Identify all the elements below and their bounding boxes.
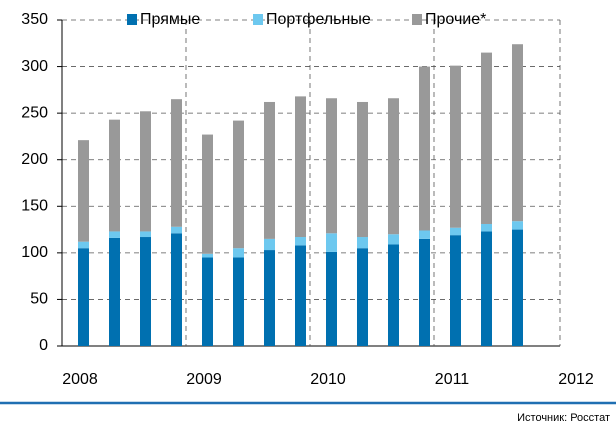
x-tick-label: 2011: [435, 371, 470, 388]
bar-segment: [78, 248, 89, 346]
x-tick-label: 2012: [558, 371, 594, 388]
bar-segment: [326, 98, 337, 234]
bar-segment: [202, 134, 213, 254]
bar-segment: [419, 238, 430, 346]
bar-segment: [233, 248, 244, 258]
bar-segment: [202, 257, 213, 346]
bar-segment: [140, 111, 151, 232]
bar-segment: [419, 230, 430, 239]
bar-segment: [171, 233, 182, 346]
bar-segment: [326, 233, 337, 252]
bar-segment: [109, 237, 120, 346]
bar-segment: [264, 238, 275, 251]
bar-segment: [357, 237, 368, 249]
legend-swatch: [127, 14, 137, 25]
bar-segment: [450, 227, 461, 236]
bar-segment: [78, 140, 89, 242]
bar-segment: [481, 52, 492, 224]
y-tick-label: 250: [21, 104, 48, 121]
bar-segment: [450, 65, 461, 228]
legend-label: Прямые: [140, 11, 200, 28]
bar-segment: [109, 119, 120, 232]
y-tick-label: 350: [21, 11, 48, 28]
x-tick-label: 2009: [186, 371, 222, 388]
bar-segment: [295, 96, 306, 238]
bar-segment: [357, 101, 368, 238]
source-note: Источник: Росстат: [517, 412, 610, 424]
bar-segment: [388, 244, 399, 346]
bar-segment: [140, 231, 151, 238]
y-tick-label: 300: [21, 58, 48, 75]
x-tick-label: 2010: [310, 371, 346, 388]
bar-segment: [233, 120, 244, 249]
bar-segment: [326, 251, 337, 346]
bar-segment: [233, 257, 244, 346]
y-tick-label: 100: [21, 244, 48, 261]
bar-segment: [264, 101, 275, 239]
y-tick-label: 200: [21, 151, 48, 168]
legend-swatch: [253, 14, 263, 25]
bar-segment: [171, 226, 182, 234]
bar-segment: [202, 253, 213, 258]
bar-segment: [512, 44, 523, 222]
bar-segment: [264, 250, 275, 346]
legend-label: Прочие*: [425, 11, 486, 28]
bar-segment: [295, 237, 306, 246]
bar-segment: [512, 221, 523, 230]
bar-segment: [481, 223, 492, 232]
bar-segment: [171, 99, 182, 227]
legend-swatch: [412, 14, 422, 25]
bar-segment: [388, 98, 399, 235]
bar-segment: [481, 231, 492, 346]
y-tick-label: 50: [30, 291, 48, 308]
x-tick-label: 2008: [62, 371, 98, 388]
bar-segment: [109, 231, 120, 238]
bar-segment: [140, 237, 151, 346]
bar-segment: [419, 66, 430, 231]
bar-segment: [295, 245, 306, 346]
y-tick-label: 0: [39, 337, 48, 354]
bar-segment: [450, 235, 461, 346]
y-tick-label: 150: [21, 198, 48, 215]
bar-segment: [512, 229, 523, 346]
bar-segment: [388, 234, 399, 245]
bar-segment: [357, 248, 368, 346]
bar-segment: [78, 241, 89, 249]
legend-label: Портфельные: [266, 11, 371, 28]
